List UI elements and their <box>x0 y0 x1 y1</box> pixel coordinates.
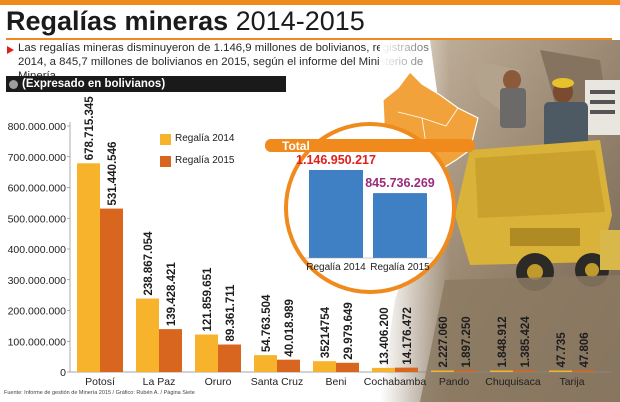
category-label: Oruro <box>205 376 232 388</box>
category-label: Santa Cruz <box>251 376 304 388</box>
bar-value-label: 1.848.912 <box>497 316 509 367</box>
y-tick-label: 700.000.000 <box>8 152 67 164</box>
bar-2015 <box>277 359 300 372</box>
title-underline <box>6 38 612 40</box>
top-accent-rule <box>0 0 620 5</box>
legend-swatch-2015 <box>160 156 171 167</box>
bar-2014 <box>431 370 454 372</box>
bar-value-label: 54.763.504 <box>261 294 273 352</box>
total-value-label: 845.736.269 <box>365 176 435 190</box>
bar-2014 <box>549 370 572 372</box>
units-bar <box>6 76 286 92</box>
bar-2015 <box>454 370 477 372</box>
title-years: 2014-2015 <box>235 6 365 36</box>
y-tick-label: 500.000.000 <box>8 213 67 225</box>
total-category-label: Regalía 2015 <box>370 262 430 273</box>
total-title: Total <box>282 139 310 153</box>
bar-2014 <box>136 298 159 372</box>
legend-label-2015: Regalía 2015 <box>175 155 235 166</box>
y-tick-label: 0 <box>60 367 66 379</box>
y-tick-label: 300.000.000 <box>8 275 67 287</box>
bar-2015 <box>218 344 241 372</box>
bar-value-label: 13.406.200 <box>379 307 391 365</box>
units-label: (Expresado en bolivianos) <box>22 78 166 90</box>
bar-value-label: 40.018.989 <box>284 299 296 357</box>
category-label: Tarija <box>559 376 584 388</box>
bullet-dot-icon <box>9 80 18 89</box>
y-tick-label: 200.000.000 <box>8 306 67 318</box>
bar-value-label: 238.867.054 <box>143 231 155 296</box>
total-bar <box>373 193 427 258</box>
bar-2014 <box>313 361 336 372</box>
bar-value-label: 1.897.250 <box>461 316 473 367</box>
bar-value-label: 47.735 <box>556 332 568 368</box>
description-text: Las regalías mineras disminuyeron de 1.1… <box>18 42 445 82</box>
bar-2015 <box>395 367 418 372</box>
title-main: Regalías mineras <box>6 6 229 36</box>
bar-value-label: 531.440.546 <box>107 142 119 206</box>
bar-value-label: 47.806 <box>579 332 591 367</box>
y-tick-label: 800.000.000 <box>8 121 67 133</box>
y-tick-label: 100.000.000 <box>8 336 67 348</box>
bar-value-label: 678.715.345 <box>84 96 96 161</box>
total-banner <box>265 139 475 152</box>
legend-swatch-2014 <box>160 134 171 145</box>
category-label: Cochabamba <box>364 376 427 388</box>
bar-2015 <box>100 208 123 372</box>
bar-2014 <box>77 163 100 372</box>
category-label: Pando <box>439 376 470 388</box>
total-category-label: Regalía 2014 <box>306 262 366 273</box>
category-label: Chuquisaca <box>485 376 541 388</box>
category-label: Beni <box>325 376 346 388</box>
legend-label-2014: Regalía 2014 <box>175 133 235 144</box>
bar-value-label: 1.385.424 <box>520 316 532 368</box>
total-value-label: 1.146.950.217 <box>296 153 376 167</box>
bar-value-label: 29.979.649 <box>343 302 355 360</box>
bar-2015 <box>159 329 182 372</box>
bar-value-label: 14.176.472 <box>402 307 414 365</box>
total-bar <box>309 170 363 258</box>
bar-value-label: 139.428.421 <box>166 262 178 327</box>
bar-value-label: 89.361.711 <box>225 284 237 342</box>
y-tick-label: 400.000.000 <box>8 244 67 256</box>
source-note: Fuente: Informe de gestión de Minería 20… <box>4 390 195 396</box>
bar-2014 <box>254 355 277 372</box>
bar-2015 <box>513 370 536 372</box>
bullet-arrow-icon <box>7 46 14 54</box>
bar-value-label: 121.859.651 <box>202 267 214 332</box>
bar-2014 <box>372 367 395 372</box>
category-label: La Paz <box>143 376 176 388</box>
bar-2014 <box>195 334 218 372</box>
bar-value-label: 2.227.060 <box>438 316 450 367</box>
page-title: Regalías mineras 2014-2015 <box>6 6 365 36</box>
bar-2015 <box>336 362 359 372</box>
bar-2015 <box>572 370 595 372</box>
bar-value-label: 35214754 <box>320 306 332 358</box>
category-label: Potosí <box>85 376 115 388</box>
bar-2014 <box>490 370 513 372</box>
y-tick-label: 600.000.000 <box>8 183 67 195</box>
